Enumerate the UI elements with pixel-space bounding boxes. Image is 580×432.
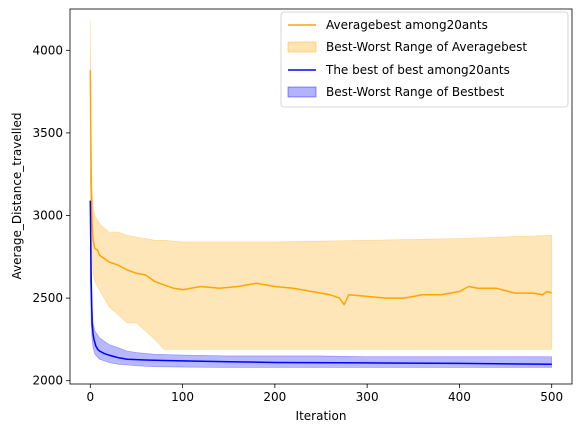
y-tick-label: 2000 bbox=[32, 374, 63, 388]
legend-label-averagebest: Averagebest among20ants bbox=[326, 18, 488, 32]
legend-frame bbox=[280, 11, 569, 108]
legend: Averagebest among20ants Best-Worst Range… bbox=[280, 11, 569, 108]
legend-swatch-bestbest-range bbox=[287, 86, 317, 98]
x-tick-label: 200 bbox=[263, 390, 286, 404]
x-tick-label: 300 bbox=[356, 390, 379, 404]
line-averagebest-among20ants bbox=[89, 70, 552, 306]
x-tick-label: 500 bbox=[540, 390, 563, 404]
x-tick-label: 400 bbox=[448, 390, 471, 404]
range-bands bbox=[90, 20, 552, 368]
line-the-best-of-best-among20ants bbox=[89, 200, 552, 365]
x-axis-label: Iteration bbox=[296, 409, 347, 423]
series-lines bbox=[89, 70, 552, 365]
y-tick-label: 3500 bbox=[32, 126, 63, 140]
legend-label-averagebest-range: Best-Worst Range of Averagebest bbox=[326, 40, 527, 54]
legend-label-bestbest-range: Best-Worst Range of Bestbest bbox=[326, 85, 505, 99]
x-tick-label: 100 bbox=[171, 390, 194, 404]
x-axis-ticks: 0 100 200 300 400 500 bbox=[86, 384, 563, 404]
band-best-worst-range-of-bestbest bbox=[90, 200, 552, 368]
y-tick-label: 2500 bbox=[32, 291, 63, 305]
band-best-worst-range-of-averagebest bbox=[90, 20, 552, 350]
y-tick-label: 4000 bbox=[32, 43, 63, 57]
y-axis-label: Average_Distance_travelled bbox=[10, 113, 24, 280]
plot-frame bbox=[69, 8, 573, 385]
y-axis-ticks: 2000 2500 3000 3500 4000 bbox=[32, 43, 70, 388]
y-tick-label: 3000 bbox=[32, 208, 63, 222]
x-tick-label: 0 bbox=[86, 390, 94, 404]
legend-swatch-averagebest-range bbox=[287, 41, 317, 53]
legend-label-bestbest: The best of best among20ants bbox=[325, 63, 510, 77]
